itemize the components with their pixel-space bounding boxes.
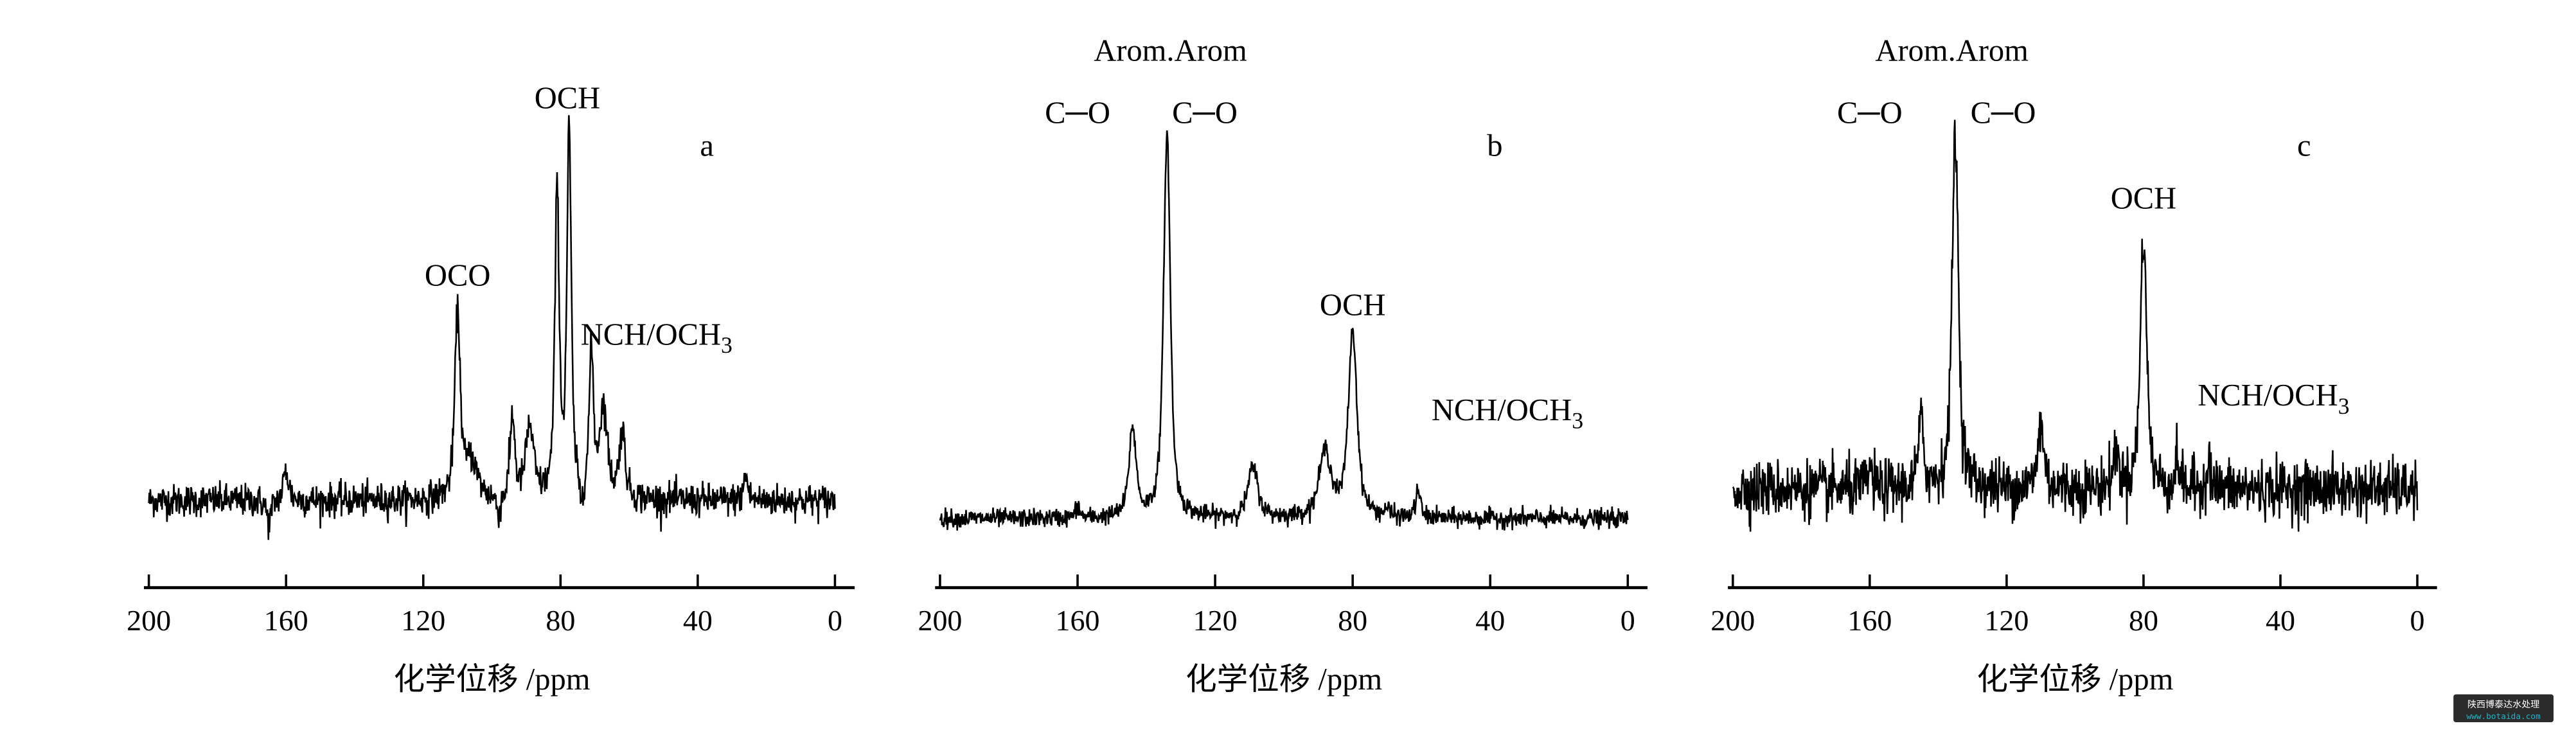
x-tick-label: 160 xyxy=(1847,604,1892,637)
x-tick-label: 40 xyxy=(1475,604,1505,637)
x-tick-label: 40 xyxy=(2266,604,2295,637)
peak-annotation: C─O xyxy=(1172,96,1238,130)
x-tick-label: 40 xyxy=(683,604,713,637)
x-axis-label: 化学位移 /ppm xyxy=(1186,662,1382,697)
x-tick-label: 160 xyxy=(264,604,308,637)
spectrum-panel-b: 200 160 120 80 40 0 化学位移 /ppm b Arom.Arom C─O C─O O… xyxy=(918,34,1648,697)
x-tick-label: 80 xyxy=(1338,604,1367,637)
x-axis-label: 化学位移 /ppm xyxy=(394,662,591,697)
panel-label: b xyxy=(1487,129,1502,163)
peak-annotation: Arom.Arom xyxy=(1094,34,1247,68)
subscript: 3 xyxy=(2338,393,2350,419)
spectrum-panel-a: 200 160 120 80 40 0 化学位移 /ppm a OCH OCO NCH/OCH3 xyxy=(127,82,855,697)
x-tick-label: 120 xyxy=(401,604,445,637)
x-axis-label: 化学位移 /ppm xyxy=(1976,662,2173,697)
peak-annotation: NCH/OCH3 xyxy=(2198,378,2349,419)
x-tick-label: 200 xyxy=(127,604,171,637)
subscript: 3 xyxy=(1572,408,1583,434)
subscript: 3 xyxy=(721,332,733,358)
watermark-background xyxy=(2453,694,2554,723)
peak-annotation: C─O xyxy=(1971,96,2036,130)
peak-annotation: OCO xyxy=(425,258,490,292)
peak-annotation: C─O xyxy=(1837,96,1903,130)
x-tick-label: 80 xyxy=(2129,604,2158,637)
x-tick-label: 120 xyxy=(1193,604,1238,637)
x-tick-label: 160 xyxy=(1056,604,1100,637)
x-tick-label: 80 xyxy=(546,604,575,637)
peak-annotation: OCH xyxy=(535,82,600,116)
x-tick-label: 0 xyxy=(828,604,842,637)
spectrum-line xyxy=(1732,120,2419,532)
x-tick-label: 200 xyxy=(1710,604,1755,637)
watermark: 陕西博泰达水处理 www.botaida.com xyxy=(2453,694,2554,723)
spectrum-line xyxy=(148,115,836,540)
panel-label: c xyxy=(2297,129,2311,163)
x-tick-label: 0 xyxy=(2410,604,2425,637)
spectrum-line xyxy=(939,130,1629,531)
watermark-url: www.botaida.com xyxy=(2467,712,2541,722)
x-tick-label: 0 xyxy=(1621,604,1635,637)
panel-label: a xyxy=(700,129,714,163)
peak-annotation: OCH xyxy=(1320,288,1385,322)
peak-annotation: NCH/OCH3 xyxy=(581,317,733,358)
peak-annotation: Arom.Arom xyxy=(1875,34,2029,68)
x-tick-label: 120 xyxy=(1984,604,2029,637)
peak-annotation: OCH xyxy=(2111,181,2176,215)
x-tick-label: 200 xyxy=(918,604,962,637)
spectrum-panel-c: 200 160 120 80 40 0 化学位移 /ppm c Arom.Arom C─O C─O O… xyxy=(1710,34,2437,697)
watermark-name: 陕西博泰达水处理 xyxy=(2467,699,2539,710)
peak-annotation: C─O xyxy=(1045,96,1110,130)
peak-annotation: NCH/OCH3 xyxy=(1432,393,1583,434)
